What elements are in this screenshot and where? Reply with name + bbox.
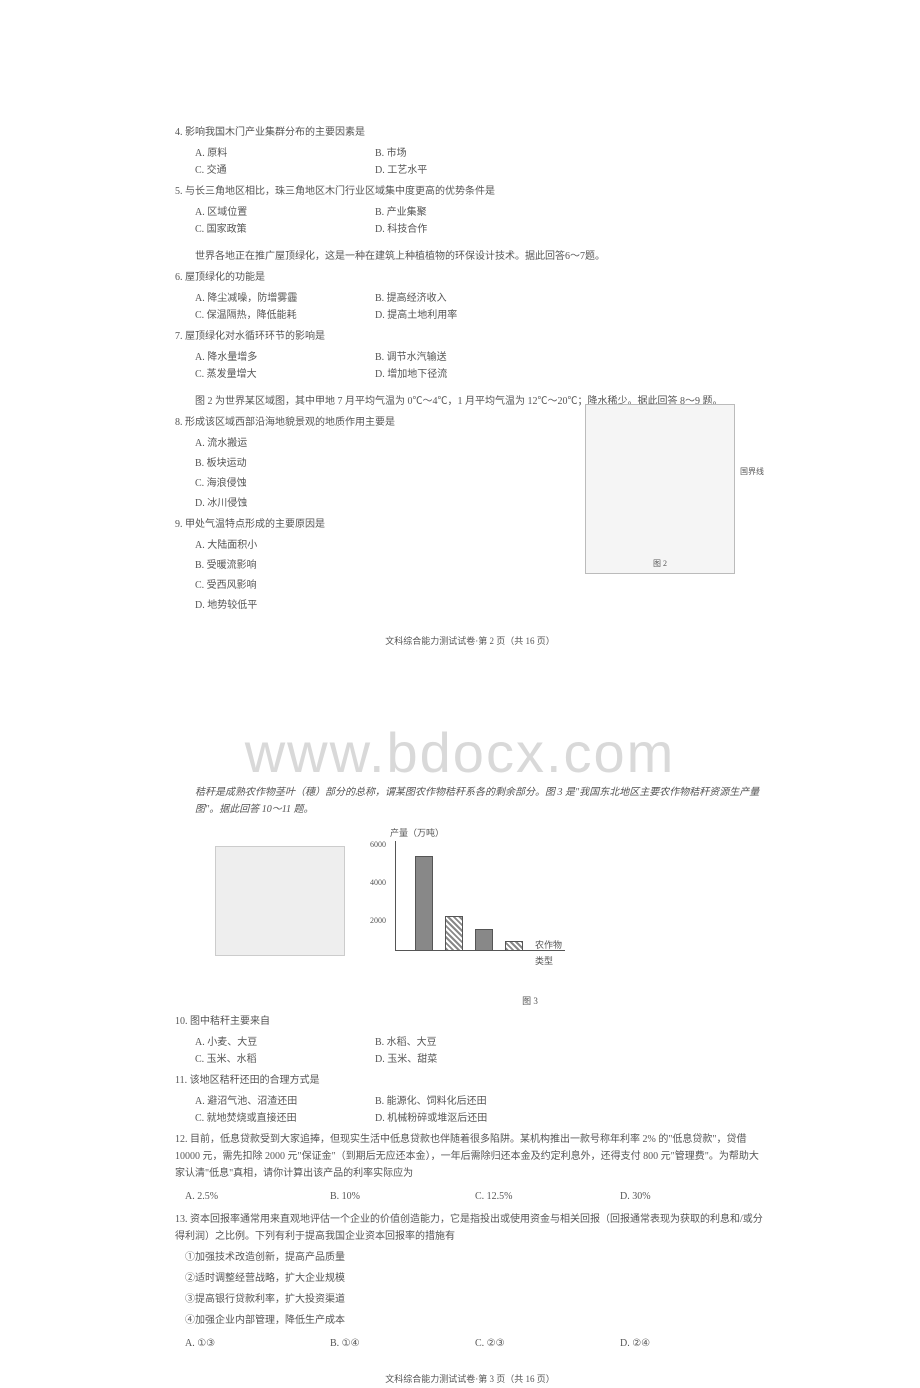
q13-statements: ①加强技术改造创新，提高产品质量 ②适时调整经营战略，扩大企业规模 ③提高银行贷… — [175, 1249, 765, 1329]
q10-a: A. 小麦、大豆 — [175, 1034, 375, 1051]
axis-y — [395, 841, 396, 951]
q9-d: D. 地势较低平 — [195, 597, 765, 614]
q13-l3: ③提高银行贷款利率，扩大投资渠道 — [175, 1291, 765, 1308]
q10-row2: C. 玉米、水稻 D. 玉米、甜菜 — [175, 1051, 765, 1068]
q12-stem: 12. 目前，低息贷款受到大家追捧，但现实生活中低息贷款也伴随着很多陷阱。某机构… — [175, 1131, 765, 1182]
q6-d: D. 提高土地利用率 — [375, 307, 575, 324]
q13-d: D. ②④ — [620, 1335, 765, 1352]
chart-tick: 2000 — [370, 914, 386, 928]
q10-d: D. 玉米、甜菜 — [375, 1051, 575, 1068]
chart-bar — [415, 856, 433, 951]
q11-d: D. 机械粉碎或堆沤后还田 — [375, 1110, 575, 1127]
chart-ylabel: 产量（万吨） — [390, 826, 444, 841]
page-3: 秸秆是成熟农作物茎叶（穗）部分的总称，谓某图农作物秸秆系各的剩余部分。图 3 是… — [175, 780, 765, 1388]
q13-b: B. ①④ — [330, 1335, 475, 1352]
q7-a: A. 降水量增多 — [175, 349, 375, 366]
chart-bar — [475, 929, 493, 951]
q12-a: A. 2.5% — [185, 1188, 330, 1205]
q13-opts: A. ①③ B. ①④ C. ②③ D. ②④ — [175, 1335, 765, 1352]
figure-3-map — [215, 846, 345, 956]
chart-tick: 6000 — [370, 838, 386, 852]
q10-c: C. 玉米、水稻 — [175, 1051, 375, 1068]
figure-2-map: 图 2 国界线 — [585, 404, 735, 574]
q5-row2: C. 国家政策 D. 科技合作 — [175, 221, 765, 238]
page-3-footer: 文科综合能力测试试卷·第 3 页（共 16 页） — [175, 1372, 765, 1387]
q4-stem: 4. 影响我国木门产业集群分布的主要因素是 — [175, 124, 765, 141]
q13-a: A. ①③ — [185, 1335, 330, 1352]
chart-bar — [505, 941, 523, 951]
q5-c: C. 国家政策 — [175, 221, 375, 238]
q6-c: C. 保温隔热，降低能耗 — [175, 307, 375, 324]
q4-a: A. 原料 — [175, 145, 375, 162]
q13-stem: 13. 资本回报率通常用来直观地评估一个企业的价值创造能力，它是指投出或使用资金… — [175, 1211, 765, 1245]
fig2-legend: 国界线 — [740, 465, 764, 479]
fig2-caption: 图 2 — [653, 557, 667, 571]
q10-row1: A. 小麦、大豆 B. 水稻、大豆 — [175, 1034, 765, 1051]
q7-row1: A. 降水量增多 B. 调节水汽输送 — [175, 349, 765, 366]
q6-b: B. 提高经济收入 — [375, 290, 575, 307]
q4-b: B. 市场 — [375, 145, 575, 162]
q13-l1: ①加强技术改造创新，提高产品质量 — [175, 1249, 765, 1266]
q9-c: C. 受西风影响 — [195, 577, 765, 594]
q5-a: A. 区域位置 — [175, 204, 375, 221]
q5-row1: A. 区域位置 B. 产业集聚 — [175, 204, 765, 221]
page-2: 4. 影响我国木门产业集群分布的主要因素是 A. 原料 B. 市场 C. 交通 … — [175, 120, 765, 649]
q12-opts: A. 2.5% B. 10% C. 12.5% D. 30% — [175, 1188, 765, 1205]
q12-d: D. 30% — [620, 1188, 765, 1205]
q13-c: C. ②③ — [475, 1335, 620, 1352]
chart-bar — [445, 916, 463, 951]
q11-row1: A. 避沼气池、沼渣还田 B. 能源化、饲料化后还田 — [175, 1093, 765, 1110]
chart-tick: 4000 — [370, 876, 386, 890]
q13-l4: ④加强企业内部管理，降低生产成本 — [175, 1312, 765, 1329]
q10-b: B. 水稻、大豆 — [375, 1034, 575, 1051]
intro-10-11: 秸秆是成熟农作物茎叶（穗）部分的总称，谓某图农作物秸秆系各的剩余部分。图 3 是… — [195, 784, 765, 818]
figure-3-barchart: 产量（万吨） 600040002000 农作物类型 — [365, 836, 565, 966]
q6-a: A. 降尘减噪，防增雾霾 — [175, 290, 375, 307]
q13-l2: ②适时调整经营战略，扩大企业规模 — [175, 1270, 765, 1287]
q11-a: A. 避沼气池、沼渣还田 — [175, 1093, 375, 1110]
q5-d: D. 科技合作 — [375, 221, 575, 238]
q7-d: D. 增加地下径流 — [375, 366, 575, 383]
q6-stem: 6. 屋顶绿化的功能是 — [175, 269, 765, 286]
q11-stem: 11. 该地区秸秆还田的合理方式是 — [175, 1072, 765, 1089]
q11-row2: C. 就地焚烧或直接还田 D. 机械粉碎或堆沤后还田 — [175, 1110, 765, 1127]
watermark: www.bdocx.com — [245, 720, 676, 785]
figure-3-caption: 图 3 — [295, 994, 765, 1009]
q12-b: B. 10% — [330, 1188, 475, 1205]
q7-c: C. 蒸发量增大 — [175, 366, 375, 383]
q5-stem: 5. 与长三角地区相比，珠三角地区木门行业区域集中度更高的优势条件是 — [175, 183, 765, 200]
chart-xlabel: 农作物类型 — [535, 938, 565, 969]
q8-q9-wrap: 图 2 国界线 8. 形成该区域西部沿海地貌景观的地质作用主要是 A. 流水搬运… — [175, 414, 765, 614]
q6-row2: C. 保温隔热，降低能耗 D. 提高土地利用率 — [175, 307, 765, 324]
q7-b: B. 调节水汽输送 — [375, 349, 575, 366]
page-2-footer: 文科综合能力测试试卷·第 2 页（共 16 页） — [175, 634, 765, 649]
figure-3-area: 产量（万吨） 6000 4000 2000 农作物类型 — [215, 826, 765, 986]
q4-row2: C. 交通 D. 工艺水平 — [175, 162, 765, 179]
q4-d: D. 工艺水平 — [375, 162, 575, 179]
q11-c: C. 就地焚烧或直接还田 — [175, 1110, 375, 1127]
intro-6-7: 世界各地正在推广屋顶绿化，这是一种在建筑上种植植物的环保设计技术。据此回答6～7… — [195, 248, 765, 265]
q6-row1: A. 降尘减噪，防增雾霾 B. 提高经济收入 — [175, 290, 765, 307]
q10-stem: 10. 图中秸秆主要来自 — [175, 1013, 765, 1030]
q4-c: C. 交通 — [175, 162, 375, 179]
q12-c: C. 12.5% — [475, 1188, 620, 1205]
q4-row1: A. 原料 B. 市场 — [175, 145, 765, 162]
q11-b: B. 能源化、饲料化后还田 — [375, 1093, 575, 1110]
q7-row2: C. 蒸发量增大 D. 增加地下径流 — [175, 366, 765, 383]
q5-b: B. 产业集聚 — [375, 204, 575, 221]
q7-stem: 7. 屋顶绿化对水循环环节的影响是 — [175, 328, 765, 345]
